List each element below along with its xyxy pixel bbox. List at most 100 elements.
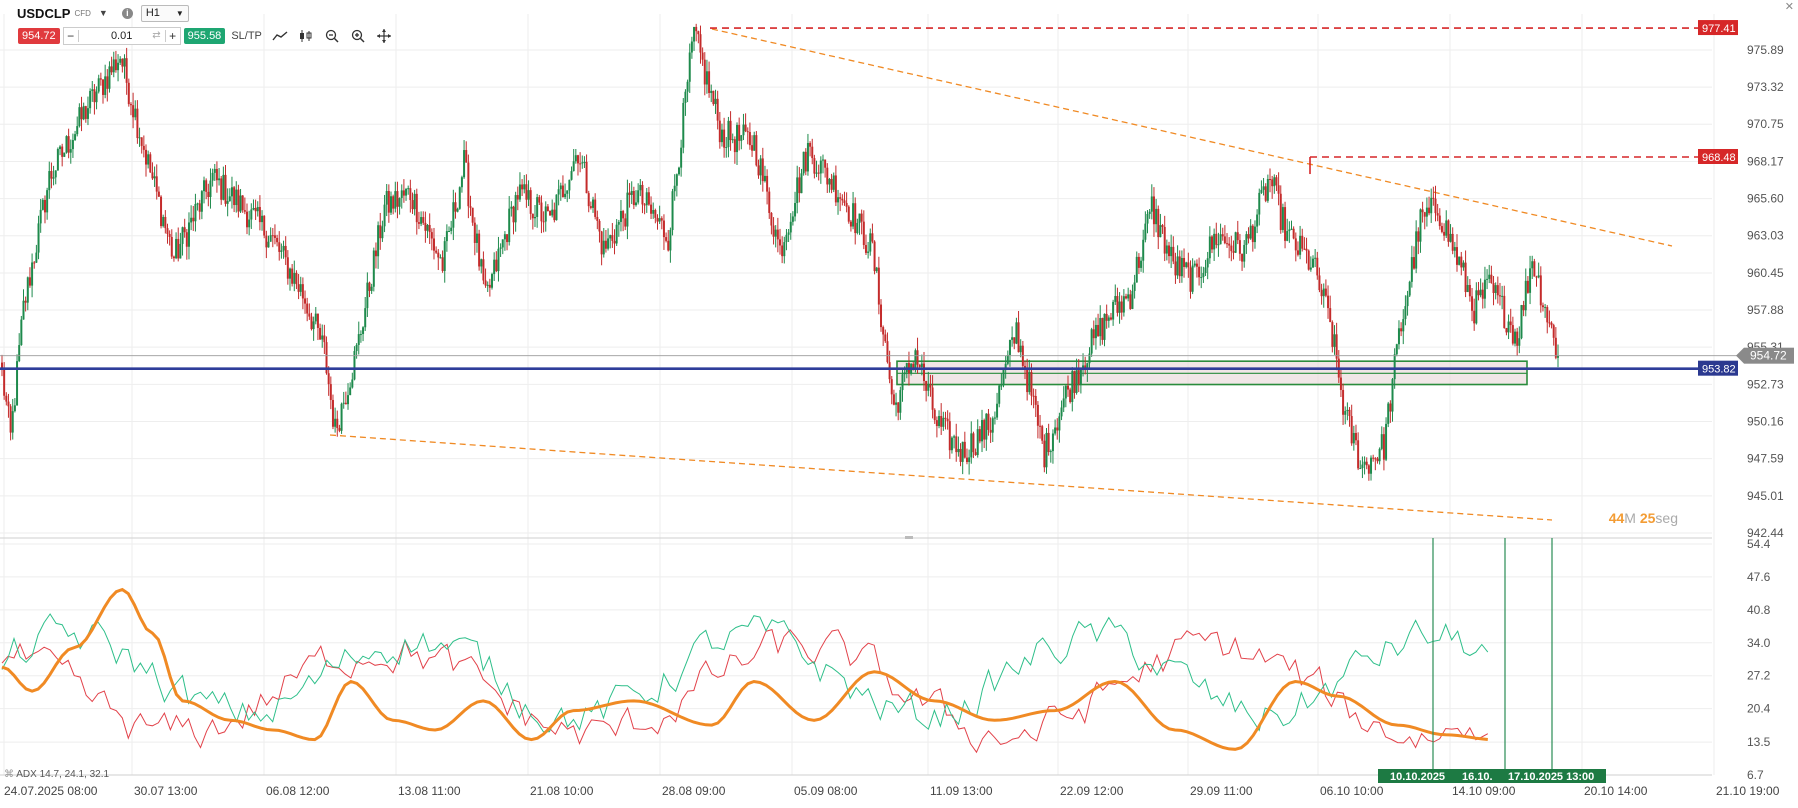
candle-body <box>1434 198 1437 214</box>
candle-body <box>1262 186 1265 190</box>
candle-body <box>957 448 960 453</box>
candle-body <box>430 232 433 239</box>
candle-body <box>411 200 414 210</box>
info-icon[interactable]: i <box>121 7 133 19</box>
candle-body <box>981 420 984 442</box>
candle-body <box>108 66 111 89</box>
increase-button[interactable]: + <box>169 29 177 43</box>
candle-body <box>890 379 893 395</box>
candle-body <box>321 335 324 340</box>
indicator-collapse-icon[interactable]: ⌘ <box>4 769 14 780</box>
candle-body <box>1552 325 1555 338</box>
level-badge-968-label: 968.48 <box>1702 152 1736 164</box>
candle-body <box>351 379 354 388</box>
price-tick-label: 947.59 <box>1747 452 1784 466</box>
candle-body <box>837 197 840 203</box>
sltp-button[interactable]: SL/TP <box>231 30 262 42</box>
candle-body <box>703 59 706 85</box>
candle-body <box>1408 281 1411 296</box>
time-tick-label: 11.09 13:00 <box>930 784 993 798</box>
candle-body <box>955 436 958 453</box>
candle-body <box>385 190 388 205</box>
buy-price-button[interactable]: 955.58 <box>183 28 226 44</box>
candle-body <box>854 203 857 234</box>
candle-body <box>372 250 375 287</box>
candle-body <box>359 334 362 336</box>
candle-body <box>473 222 476 243</box>
candle-body <box>495 259 498 272</box>
time-tick-label: 22.09 12:00 <box>1060 784 1124 798</box>
candle-body <box>142 145 145 150</box>
price-axis[interactable]: 975.89 973.32 970.75 968.17 965.60 963.03 960.… <box>1698 20 1794 782</box>
zoom-out-icon[interactable] <box>324 28 340 44</box>
candle-body <box>744 124 747 132</box>
candle-body <box>20 319 23 346</box>
candle-body <box>497 248 500 272</box>
candle-body <box>654 210 657 218</box>
date-range-badge <box>1378 769 1606 783</box>
crosshair-icon[interactable] <box>376 28 392 44</box>
swap-icon[interactable]: ⇄ <box>152 30 161 41</box>
caret-down-icon[interactable]: ▼ <box>98 8 108 18</box>
time-axis[interactable]: 24.07.2025 08:00 30.07 13:00 06.08 12:00 13… <box>4 769 1780 798</box>
indicator-tick-label: 20.4 <box>1747 702 1771 716</box>
timeframe-select[interactable]: H1 ▼ <box>140 4 189 22</box>
candle-body <box>192 217 195 222</box>
candle-body <box>400 190 403 199</box>
candle-body <box>1193 263 1196 266</box>
candle-body <box>366 282 369 309</box>
candle-body <box>1374 458 1377 460</box>
candle-body <box>149 154 152 173</box>
candle-body <box>789 221 792 233</box>
candle-body <box>1017 322 1020 353</box>
candle-type-icon[interactable] <box>298 28 314 44</box>
zoom-in-icon[interactable] <box>350 28 366 44</box>
candle-body <box>1372 457 1375 459</box>
price-levels <box>0 27 1740 370</box>
candle-body <box>1473 310 1476 324</box>
candle-body <box>443 241 446 271</box>
candle-body <box>1464 262 1467 293</box>
candle-body <box>454 202 457 212</box>
candle-body <box>1219 234 1222 245</box>
candle-body <box>946 418 949 422</box>
candle-body <box>845 202 848 207</box>
candle-body <box>82 106 85 120</box>
candle-body <box>374 250 377 257</box>
indicator-tick-label: 40.8 <box>1747 603 1771 617</box>
candle-body <box>727 120 730 148</box>
candle-body <box>1509 321 1512 326</box>
close-icon[interactable]: ✕ <box>1784 1 1794 13</box>
candle-body <box>1514 331 1517 344</box>
candle-body <box>1382 434 1385 460</box>
price-tick-label: 945.01 <box>1747 489 1784 503</box>
candle-body <box>944 417 947 419</box>
price-tick-label: 960.45 <box>1747 266 1784 280</box>
candle-body <box>112 59 115 73</box>
line-tool-icon[interactable] <box>272 28 288 44</box>
candle-body <box>71 140 74 150</box>
candle-body <box>699 34 702 53</box>
level-badge-977 <box>1698 20 1738 36</box>
candle-body <box>1187 262 1190 268</box>
decrease-button[interactable]: − <box>67 29 75 43</box>
indicator-legend[interactable]: ⌘ ADX 14.7, 24.1, 32.1 <box>4 769 109 780</box>
candle-body <box>959 448 962 462</box>
candle-body <box>1103 313 1106 340</box>
candle-body <box>1299 235 1302 255</box>
candle-body <box>37 223 40 253</box>
candle-body <box>420 217 423 224</box>
candle-body <box>392 196 395 209</box>
symbol-name[interactable]: USDCLP <box>17 5 71 21</box>
date-badge-label: 16.10. <box>1462 771 1493 783</box>
sell-price-button[interactable]: 954.72 <box>18 28 60 44</box>
candle-body <box>1071 371 1074 403</box>
candle-body <box>1189 267 1192 292</box>
candle-body <box>880 304 883 328</box>
quantity-input[interactable]: 0.01 ⇄ <box>77 30 166 42</box>
candle-body <box>308 313 311 317</box>
candle-body <box>650 204 653 214</box>
quantity-stepper[interactable]: − 0.01 ⇄ + <box>62 27 181 45</box>
candle-body <box>183 227 186 233</box>
